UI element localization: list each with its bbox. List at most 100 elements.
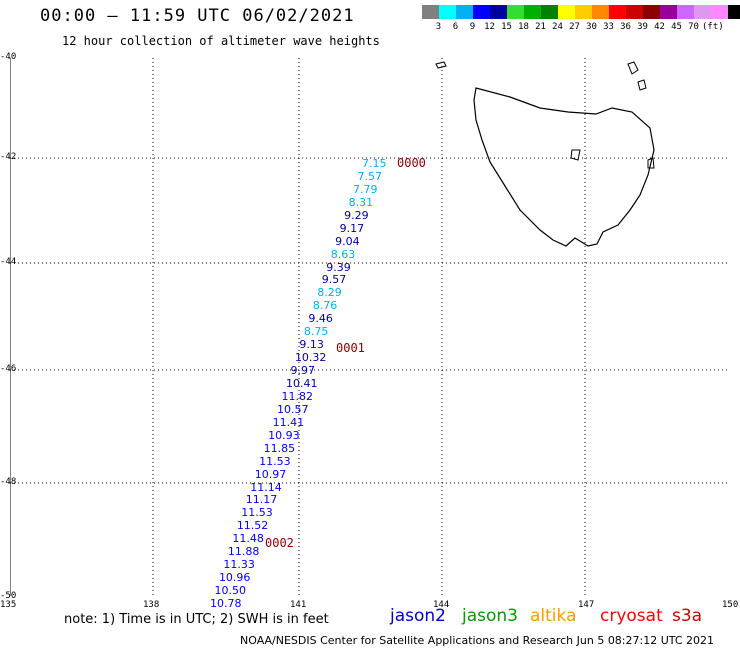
legend-swatch <box>626 5 643 19</box>
wave-height-value: 9.29 <box>344 208 369 222</box>
lat-tick-label: -48 <box>0 477 17 487</box>
wave-height-value: 11.53 <box>259 454 291 468</box>
page-title: 00:00 – 11:59 UTC 06/02/2021 <box>40 6 355 26</box>
wave-height-value: 9.97 <box>290 364 315 378</box>
legend-label: 45 <box>671 22 682 32</box>
legend-swatch <box>490 5 507 19</box>
satellite-name-cryosat: cryosat <box>600 606 663 626</box>
legend-label: 42 <box>654 22 665 32</box>
wave-height-value: 8.75 <box>303 325 329 339</box>
wave-height-value: 8.76 <box>312 299 338 313</box>
satellite-name-altika: altika <box>530 606 577 626</box>
satellite-name-s3a: s3a <box>672 606 703 626</box>
tasmania-coastline <box>435 61 655 247</box>
wave-height-value: 11.53 <box>241 506 273 520</box>
wave-height-value: 11.14 <box>250 480 282 494</box>
legend-label: (ft) <box>702 22 724 32</box>
lat-tick-label: -40 <box>0 52 17 62</box>
lon-tick-label: 138 <box>143 600 160 610</box>
wave-height-value: 10.78 <box>210 597 242 610</box>
wave-height-value: 10.50 <box>214 584 246 598</box>
legend-label: 24 <box>552 22 563 32</box>
legend-swatch <box>558 5 575 19</box>
wave-height-value: 7.57 <box>357 169 383 183</box>
legend-label: 18 <box>518 22 529 32</box>
wave-height-value: 11.17 <box>245 493 278 507</box>
wave-height-value: 9.17 <box>339 221 365 235</box>
wave-height-value: 7.79 <box>353 182 378 196</box>
wave-height-value: 10.57 <box>277 402 309 416</box>
lat-tick-label: -50 <box>0 591 17 601</box>
wave-height-value: 11.33 <box>223 558 255 572</box>
satellite-name-jason2: jason2 <box>390 606 446 626</box>
wave-height-value: 10.93 <box>268 428 300 442</box>
footer-note: note: 1) Time is in UTC; 2) SWH is in fe… <box>64 612 329 627</box>
color-legend <box>422 5 740 19</box>
legend-label: 15 <box>501 22 512 32</box>
time-label: 0002 <box>265 536 294 550</box>
wave-height-value: 11.82 <box>281 389 314 403</box>
wave-height-value: 11.48 <box>232 532 264 546</box>
legend-label: 70 <box>688 22 699 32</box>
legend-swatch <box>694 5 711 19</box>
wave-height-value: 9.04 <box>335 234 360 248</box>
lat-tick-label: -46 <box>0 364 17 374</box>
wave-height-value: 9.39 <box>326 260 351 274</box>
map-grid <box>10 58 730 596</box>
tasmania-outline <box>473 87 655 247</box>
legend-swatch <box>439 5 456 19</box>
wave-height-value: 11.85 <box>263 441 296 455</box>
legend-swatch <box>541 5 558 19</box>
legend-swatch <box>660 5 677 19</box>
legend-label: 30 <box>586 22 597 32</box>
wave-height-value: 10.32 <box>294 351 327 365</box>
wave-height-value: 10.97 <box>254 467 287 481</box>
lat-tick-label: -44 <box>0 257 17 267</box>
wave-height-value: 10.41 <box>286 377 318 390</box>
lon-tick-label: 135 <box>0 600 17 610</box>
time-label: 0000 <box>397 156 426 170</box>
legend-swatch <box>456 5 473 19</box>
legend-label: 3 <box>435 22 442 32</box>
legend-swatch <box>677 5 694 19</box>
legend-swatch <box>643 5 660 19</box>
legend-swatch <box>507 5 524 19</box>
legend-swatch <box>524 5 541 19</box>
island-outline <box>435 61 447 69</box>
wave-height-value: 9.46 <box>308 312 333 326</box>
wave-height-value: 10.96 <box>218 571 251 585</box>
time-label: 0001 <box>336 341 365 355</box>
legend-label: 39 <box>637 22 648 32</box>
island-outline <box>637 79 647 91</box>
legend-swatch <box>592 5 609 19</box>
legend-label: 27 <box>569 22 580 32</box>
legend-label: 12 <box>484 22 495 32</box>
island-outline <box>647 157 655 169</box>
wave-height-value: 8.63 <box>330 247 356 261</box>
island-outline <box>570 149 581 161</box>
wave-height-value: 11.88 <box>227 545 260 559</box>
legend-swatch <box>728 5 740 19</box>
satellite-name-jason3: jason3 <box>462 606 518 626</box>
lon-tick-label: 144 <box>433 600 450 610</box>
legend-swatch <box>711 5 728 19</box>
lon-tick-label: 141 <box>290 600 307 610</box>
legend-label: 6 <box>452 22 459 32</box>
credit-line: NOAA/NESDIS Center for Satellite Applica… <box>240 634 715 647</box>
lat-tick-label: -42 <box>0 152 17 162</box>
wave-height-value: 7.15 <box>362 157 387 170</box>
legend-label: 21 <box>535 22 546 32</box>
legend-label: 9 <box>469 22 476 32</box>
page-subtitle: 12 hour collection of altimeter wave hei… <box>62 34 380 48</box>
lon-tick-label: 147 <box>578 600 595 610</box>
lon-tick-label: 150 <box>722 600 739 610</box>
legend-label: 36 <box>620 22 631 32</box>
wave-height-value: 9.57 <box>321 273 347 287</box>
legend-swatch <box>575 5 592 19</box>
island-outline <box>627 61 639 75</box>
wave-height-value: 11.52 <box>236 519 269 533</box>
legend-swatch <box>473 5 490 19</box>
legend-swatch <box>609 5 626 19</box>
wave-height-value: 11.41 <box>272 415 305 429</box>
wave-height-value: 8.31 <box>348 195 374 209</box>
